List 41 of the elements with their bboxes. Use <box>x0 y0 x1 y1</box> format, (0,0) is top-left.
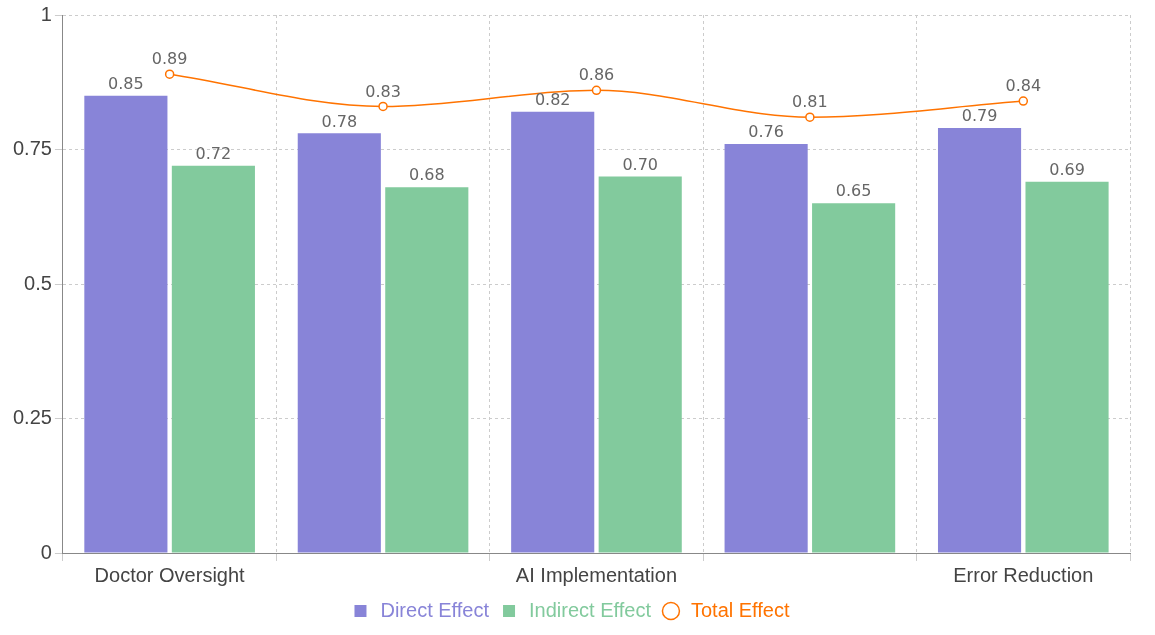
y-tick-label: 0.25 <box>12 406 52 429</box>
bar <box>84 95 168 553</box>
bar <box>385 187 469 553</box>
bar <box>297 133 381 553</box>
data-label: 0.72 <box>195 143 232 163</box>
point <box>164 69 175 79</box>
data-label: 0.65 <box>835 181 872 201</box>
data-label: 0.81 <box>792 92 828 112</box>
data-label: 0.86 <box>578 65 615 85</box>
x-tick-label: AI Implementation <box>515 563 678 586</box>
point <box>805 112 815 122</box>
data-label: 0.85 <box>108 73 144 93</box>
bar <box>598 176 682 553</box>
bar <box>511 111 595 553</box>
x-tick-label: Error Reduction <box>953 563 1094 586</box>
bar <box>1025 181 1109 553</box>
data-label: 0.69 <box>1049 159 1085 179</box>
legend-label: Total Effect <box>690 598 790 621</box>
point <box>378 101 388 112</box>
data-label: 0.79 <box>961 106 998 126</box>
data-label: 0.89 <box>151 49 188 69</box>
data-label: 0.78 <box>321 111 358 131</box>
bar <box>724 144 808 553</box>
bar <box>812 203 896 553</box>
bar <box>937 127 1022 553</box>
point <box>591 85 602 96</box>
data-label: 0.84 <box>1005 76 1042 96</box>
y-tick-label: 1 <box>40 2 52 25</box>
legend-label: Indirect Effect <box>529 598 652 621</box>
data-label: 0.76 <box>748 122 784 142</box>
y-tick-label: 0.75 <box>12 137 52 160</box>
point <box>1018 96 1029 106</box>
legend-label: Direct Effect <box>380 598 490 621</box>
y-tick-label: 0 <box>40 540 52 563</box>
data-label: 0.83 <box>365 81 401 101</box>
bar <box>171 165 255 553</box>
y-tick-label: 0.5 <box>24 271 52 294</box>
x-tick-label: Doctor Oversight <box>94 563 246 586</box>
data-label: 0.82 <box>534 90 571 109</box>
data-label: 0.70 <box>622 154 659 174</box>
data-label: 0.68 <box>408 165 445 185</box>
